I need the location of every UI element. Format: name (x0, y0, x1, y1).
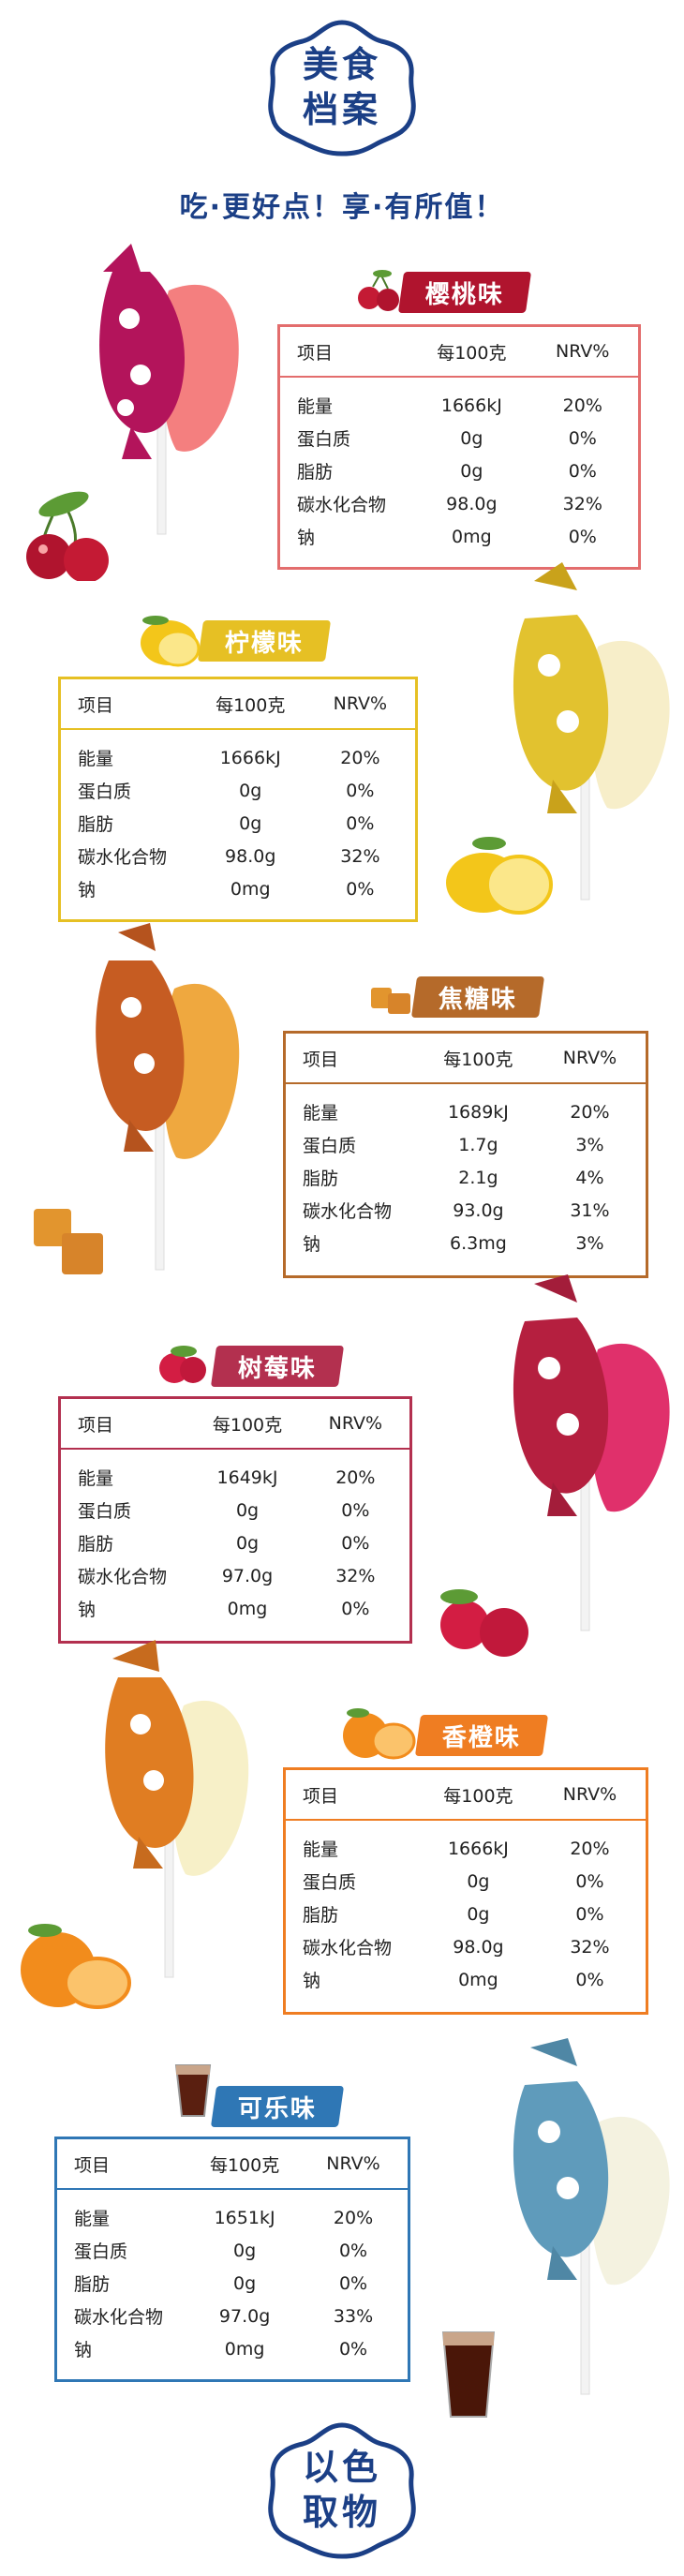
nutrition-table-lemon: 项目 每100克 NRV% 能量 1666kJ 20% 蛋白质 0g 0% 脂肪 0g 0%… (58, 677, 418, 922)
table-row: 钠 0mg 0% (297, 526, 597, 549)
cherry-lollipop-icon (99, 244, 239, 535)
nutrition-table-cherry: 项目 每100克 NRV% 能量 1666kJ 20% 蛋白质 0g 0% 脂肪 0g 0%… (277, 324, 641, 570)
table-row: 钠 0mg 0% (78, 1598, 370, 1621)
flavor-label-cherry: 樱桃味 (397, 272, 532, 313)
footer-line2: 取物 (302, 2492, 381, 2533)
table-row: 脂肪 0g 0% (303, 1903, 604, 1927)
caramel-fruit-icon (371, 988, 410, 1014)
cherry-fruit-icon (358, 270, 399, 311)
table-row: 能量 1689kJ 20% (303, 1101, 610, 1124)
flavor-label-raspberry: 树莓味 (210, 1346, 345, 1387)
raspberry-lollipop-icon (513, 1274, 670, 1631)
slogan: 吃·更好点！享·有所值！ (179, 191, 505, 224)
nutrition-table-caramel: 项目 每100克 NRV% 能量 1689kJ 20% 蛋白质 1.7g 3% 脂肪 2.… (283, 1031, 648, 1278)
table-row: 碳水化合物 93.0g 31% (303, 1199, 610, 1223)
table-header-row: 项目 每100克 NRV% (280, 327, 638, 378)
table-row: 能量 1651kJ 20% (74, 2207, 374, 2230)
lemon-lollipop-icon (513, 562, 670, 901)
cola-glass-icon (174, 2064, 212, 2117)
table-header-row: 项目 每100克 NRV% (286, 1034, 646, 1084)
table-row: 碳水化合物 98.0g 32% (297, 493, 602, 516)
flavor-label-cola: 可乐味 (210, 2086, 345, 2127)
table-row: 脂肪 2.1g 4% (303, 1167, 604, 1190)
flavor-label-caramel: 焦糖味 (410, 976, 545, 1018)
table-header-row: 项目 每100克 NRV% (61, 679, 415, 730)
table-row: 能量 1666kJ 20% (297, 395, 602, 418)
nutrition-table-raspberry: 项目 每100克 NRV% 能量 1649kJ 20% 蛋白质 0g 0% 脂肪 0g 0%… (58, 1396, 412, 1644)
lemon-slice-icon (446, 837, 553, 915)
table-row: 蛋白质 0g 0% (297, 427, 597, 451)
raspberries-icon (440, 1589, 528, 1657)
caramel-lollipop-icon (96, 923, 240, 1271)
table-header-row: 项目 每100克 NRV% (57, 2139, 408, 2190)
footer-line1: 以色 (302, 2447, 381, 2488)
cola-drink-icon (441, 2331, 496, 2418)
table-row: 钠 0mg 0% (78, 878, 375, 901)
badge-outline-icon (268, 2422, 416, 2559)
table-row: 钠 0mg 0% (74, 2338, 368, 2361)
orange-lollipop-icon (105, 1640, 249, 1978)
table-row: 蛋白质 1.7g 3% (303, 1134, 604, 1157)
table-row: 脂肪 0g 0% (78, 1532, 370, 1556)
table-row: 碳水化合物 97.0g 33% (74, 2305, 374, 2329)
table-header-row: 项目 每100克 NRV% (61, 1399, 409, 1450)
lemon-fruit-icon (141, 616, 201, 667)
badge-outline-icon (268, 20, 416, 156)
table-row: 脂肪 0g 0% (78, 812, 375, 836)
footer-badge: 以色 取物 (265, 2420, 419, 2560)
table-row: 脂肪 0g 0% (297, 460, 597, 484)
nutrition-table-orange: 项目 每100克 NRV% 能量 1666kJ 20% 蛋白质 0g 0% 脂肪 0g 0%… (283, 1767, 648, 2015)
header-title-line2: 档案 (302, 89, 381, 130)
table-row: 脂肪 0g 0% (74, 2272, 368, 2296)
table-row: 蛋白质 0g 0% (78, 780, 375, 803)
nutrition-table-cola: 项目 每100克 NRV% 能量 1651kJ 20% 蛋白质 0g 0% 脂肪 0g 0%… (54, 2137, 410, 2382)
orange-slice-icon (21, 1924, 131, 2009)
table-row: 蛋白质 0g 0% (74, 2240, 368, 2263)
table-header-row: 项目 每100克 NRV% (286, 1770, 646, 1821)
table-row: 蛋白质 0g 0% (303, 1870, 604, 1894)
caramel-cubes-icon (34, 1209, 103, 1274)
table-row: 碳水化合物 98.0g 32% (78, 845, 380, 869)
cola-lollipop-icon (513, 2038, 670, 2395)
header-badge: 美食 档案 (265, 17, 419, 157)
table-row: 钠 0mg 0% (303, 1969, 604, 1992)
cherries-icon (26, 491, 109, 581)
table-row: 能量 1649kJ 20% (78, 1467, 376, 1490)
header-title-line1: 美食 (302, 44, 381, 85)
table-row: 碳水化合物 97.0g 32% (78, 1565, 376, 1588)
table-row: 钠 6.3mg 3% (303, 1232, 604, 1256)
orange-fruit-icon (343, 1708, 416, 1760)
table-row: 蛋白质 0g 0% (78, 1499, 370, 1523)
flavor-label-orange: 香橙味 (414, 1715, 549, 1756)
table-row: 能量 1666kJ 20% (78, 747, 380, 770)
table-row: 碳水化合物 98.0g 32% (303, 1936, 610, 1959)
table-row: 能量 1666kJ 20% (303, 1838, 610, 1861)
raspberry-fruit-icon (159, 1346, 206, 1383)
flavor-label-lemon: 柠檬味 (197, 620, 332, 662)
